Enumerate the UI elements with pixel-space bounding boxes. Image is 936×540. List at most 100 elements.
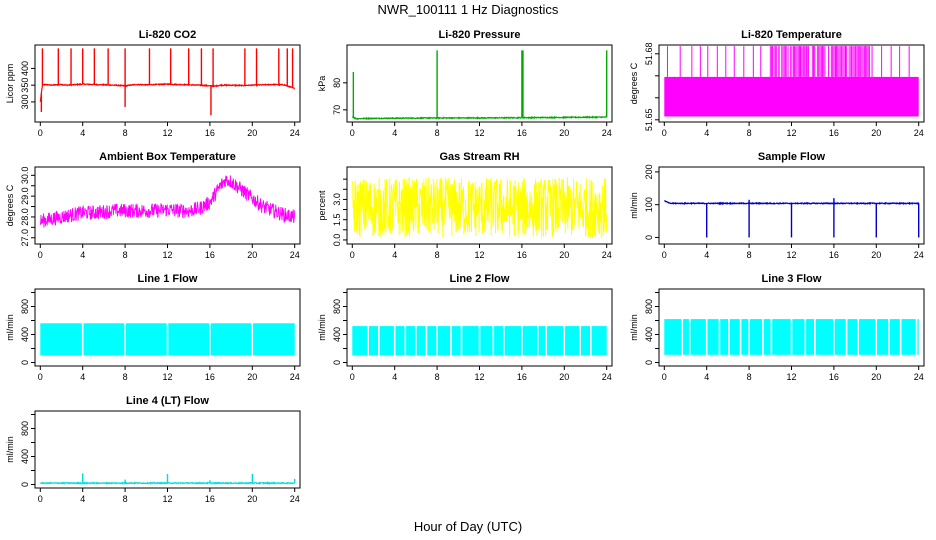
x-tick-label: 20 [559, 128, 569, 138]
panel-title: Ambient Box Temperature [99, 151, 236, 163]
y-tick-label: 400 [20, 327, 30, 342]
x-tick-label: 16 [829, 372, 839, 382]
x-tick-label: 24 [290, 128, 300, 138]
x-tick-label: 12 [786, 372, 796, 382]
x-tick-label: 12 [162, 128, 172, 138]
y-tick-label: 800 [20, 299, 30, 314]
x-tick-label: 16 [205, 250, 215, 260]
series-li820-pressure [351, 50, 608, 121]
x-tick-label: 12 [162, 494, 172, 504]
series-li820-co2 [39, 48, 295, 116]
x-tick-label: 16 [517, 128, 527, 138]
panel-title: Line 3 Flow [762, 273, 822, 285]
y-tick-label: 1.5 [332, 213, 342, 226]
x-tick-label: 20 [871, 250, 881, 260]
data-line [39, 82, 295, 102]
x-tick-label: 0 [38, 128, 43, 138]
y-tick-label: 0.0 [332, 234, 342, 247]
x-tick-label: 4 [392, 250, 397, 260]
x-tick-label: 4 [80, 372, 85, 382]
x-tick-label: 4 [80, 250, 85, 260]
y-axis-label: Licor ppm [5, 64, 15, 104]
panel-title: Li-820 Pressure [439, 29, 521, 41]
x-tick-label: 4 [704, 372, 709, 382]
y-tick-label: 51.68 [644, 43, 654, 66]
panel-title: Li-820 Temperature [741, 29, 842, 41]
x-tick-label: 12 [786, 250, 796, 260]
x-tick-label: 24 [602, 372, 612, 382]
y-tick-label: 0 [644, 235, 654, 240]
panel-title: Sample Flow [758, 151, 826, 163]
y-tick-label: 29.0 [20, 187, 30, 205]
x-tick-label: 24 [914, 128, 924, 138]
series-line-3-flow [664, 318, 919, 356]
x-tick-label: 16 [205, 372, 215, 382]
x-tick-label: 24 [914, 250, 924, 260]
series-li820-temperature [664, 46, 919, 117]
y-tick-label: 70 [332, 105, 342, 115]
x-tick-label: 8 [123, 250, 128, 260]
y-tick-label: 400 [20, 449, 30, 464]
x-tick-label: 8 [435, 250, 440, 260]
y-tick-label: 3.0 [332, 193, 342, 206]
x-tick-label: 4 [704, 128, 709, 138]
x-tick-label: 4 [392, 128, 397, 138]
panel-title: Line 2 Flow [450, 273, 510, 285]
y-tick-label: 400 [332, 327, 342, 342]
y-axis-label: degrees C [629, 62, 639, 104]
x-tick-label: 24 [290, 494, 300, 504]
series-gas-stream-rh [351, 177, 608, 238]
figure-title: NWR_100111 1 Hz Diagnostics [378, 2, 559, 17]
x-tick-label: 16 [517, 372, 527, 382]
series-ambient-box-temperature [39, 175, 296, 228]
y-tick-label: 27.0 [20, 229, 30, 247]
x-tick-label: 20 [247, 250, 257, 260]
y-tick-label: 350 [20, 78, 30, 93]
x-tick-label: 4 [704, 250, 709, 260]
x-tick-label: 20 [247, 128, 257, 138]
x-tick-label: 4 [80, 128, 85, 138]
y-tick-label: 30.0 [20, 167, 30, 185]
x-tick-label: 12 [162, 250, 172, 260]
x-tick-label: 8 [747, 372, 752, 382]
x-tick-label: 20 [559, 372, 569, 382]
x-tick-label: 12 [474, 372, 484, 382]
y-axis-label: degrees C [5, 184, 15, 226]
y-axis-label: ml/min [317, 314, 327, 341]
y-axis-label: ml/min [629, 192, 639, 219]
panel-sample-flow: Sample Flow 0 4 8 12 16 20 24 0 100 200 ml/min [629, 151, 925, 260]
series-sample-flow [664, 198, 920, 238]
y-tick-label: 0 [20, 360, 30, 365]
x-tick-label: 0 [38, 250, 43, 260]
x-tick-label: 24 [290, 372, 300, 382]
data-line [351, 115, 608, 121]
x-tick-label: 0 [38, 372, 43, 382]
x-tick-label: 12 [474, 128, 484, 138]
data-line [664, 200, 920, 206]
x-tick-label: 8 [123, 494, 128, 504]
x-tick-label: 20 [871, 372, 881, 382]
y-tick-label: 28.0 [20, 208, 30, 226]
x-tick-label: 12 [474, 250, 484, 260]
x-tick-label: 4 [80, 494, 85, 504]
x-tick-label: 8 [747, 128, 752, 138]
panel-gas-stream-rh: Gas Stream RH 0 4 8 12 16 20 24 0.0 1.5 3.0 percent [317, 151, 613, 260]
data-line [39, 481, 295, 485]
panel-line-3-flow: Line 3 Flow 0 4 8 12 16 20 24 0 400 800 ml/min [629, 273, 925, 382]
x-tick-label: 8 [123, 372, 128, 382]
x-tick-label: 24 [602, 250, 612, 260]
x-tick-label: 0 [350, 250, 355, 260]
x-tick-label: 0 [662, 128, 667, 138]
y-tick-label: 800 [332, 299, 342, 314]
y-axis-label: ml/min [629, 314, 639, 341]
y-axis-label: ml/min [5, 314, 15, 341]
x-tick-label: 16 [829, 250, 839, 260]
x-tick-label: 24 [602, 128, 612, 138]
panel-title: Line 1 Flow [138, 273, 198, 285]
y-axis-label: kPa [317, 76, 327, 92]
x-tick-label: 8 [747, 250, 752, 260]
y-axis-label: ml/min [5, 436, 15, 463]
x-tick-label: 12 [786, 128, 796, 138]
x-tick-label: 16 [205, 128, 215, 138]
